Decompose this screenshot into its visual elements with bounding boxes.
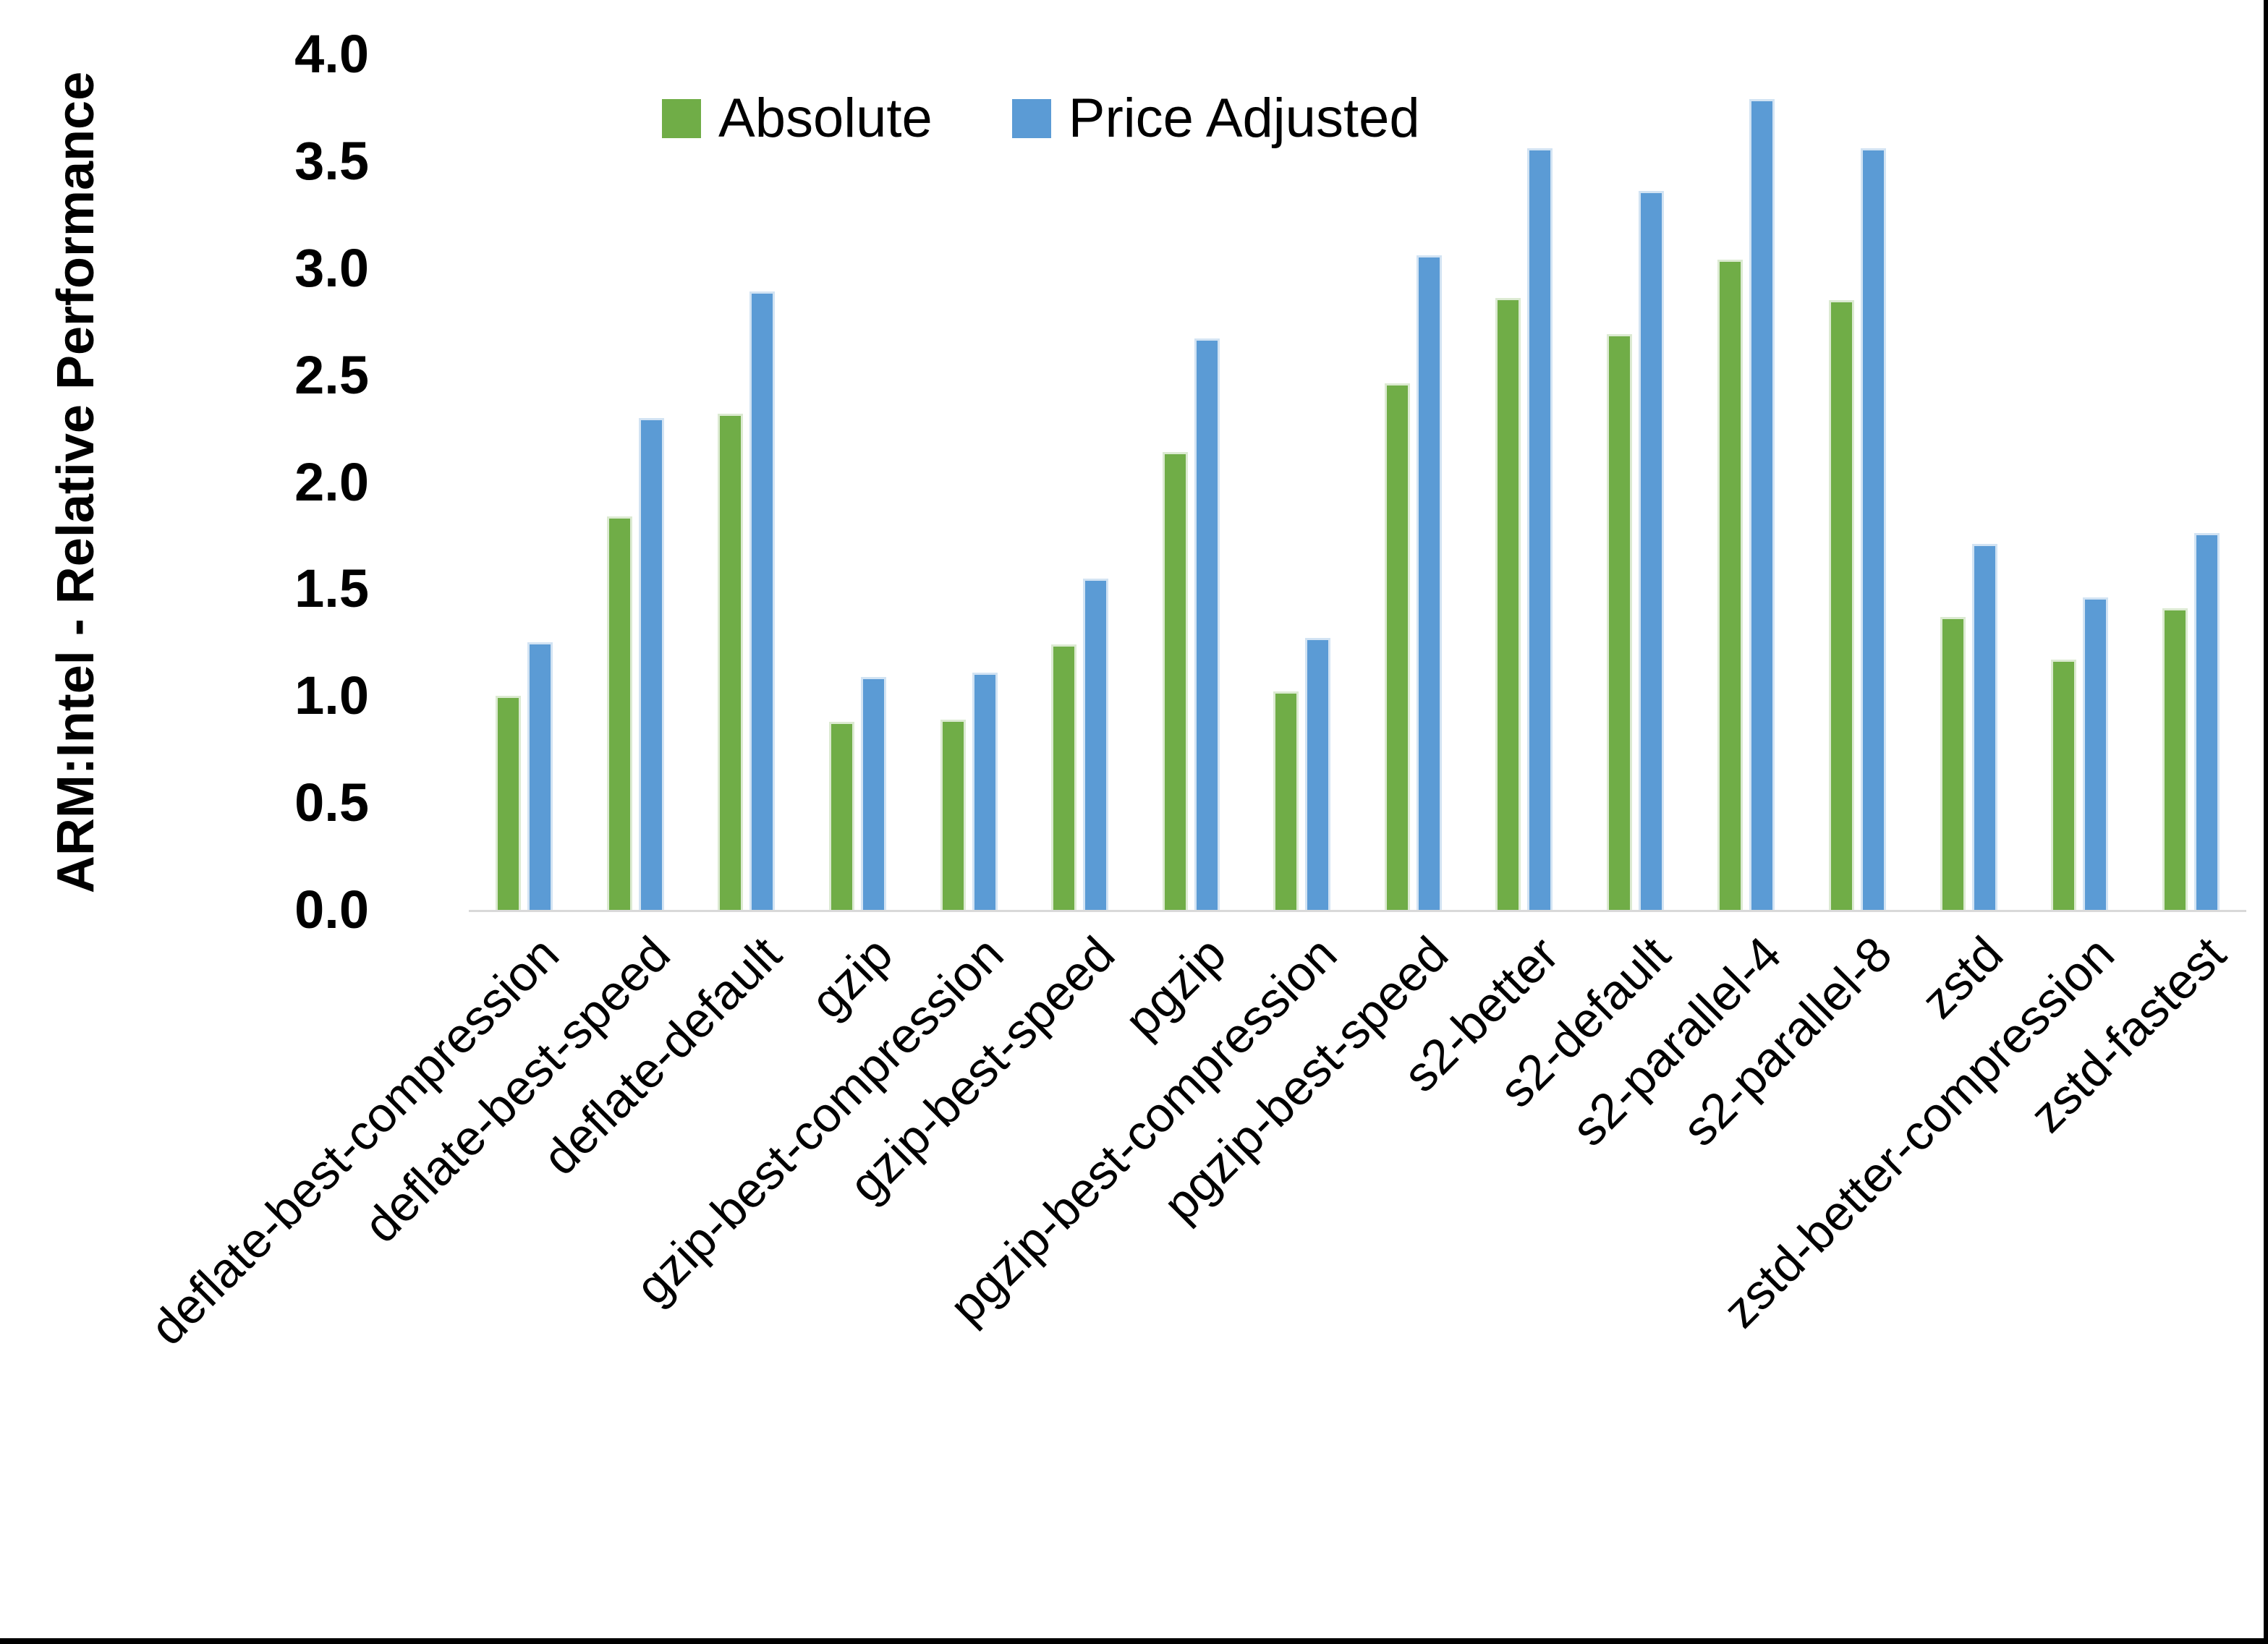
bar-group (691, 54, 802, 910)
bar-group (580, 54, 692, 910)
bar-price-adjusted (1638, 191, 1664, 910)
bar-absolute (1162, 452, 1188, 910)
bar-price-adjusted (1083, 578, 1109, 910)
bar-price-adjusted (638, 417, 664, 910)
bar-group (469, 54, 580, 910)
bar-price-adjusted (1749, 99, 1775, 910)
bar-absolute (2162, 608, 2188, 910)
y-axis-title: ARM:Intel - Relative Performance (47, 71, 105, 894)
bar-absolute (940, 719, 966, 910)
plot-area (469, 54, 2246, 912)
legend-item: Price Adjusted (1011, 87, 1420, 150)
bar-absolute (1940, 616, 1966, 910)
bar-group (1802, 54, 1914, 910)
bar-group (1135, 54, 1246, 910)
y-tick-label: 3.0 (294, 237, 369, 298)
bar-price-adjusted (1305, 638, 1331, 910)
legend-swatch-icon (1011, 98, 1051, 138)
figure-right-border (2264, 0, 2268, 1644)
bar-group (1024, 54, 1136, 910)
y-tick-label: 1.0 (294, 665, 369, 726)
y-tick-label: 4.0 (294, 24, 369, 84)
y-tick-label: 1.5 (294, 558, 369, 619)
bar-absolute (1051, 644, 1077, 910)
bar-price-adjusted (527, 642, 553, 910)
bar-absolute (1829, 300, 1855, 910)
bar-absolute (828, 721, 854, 910)
legend-label: Price Adjusted (1068, 88, 1420, 149)
bar-group (802, 54, 914, 910)
y-tick-label: 3.5 (294, 130, 369, 191)
y-axis-tick-labels: 0.0 0.5 1.0 1.5 2.0 2.5 3.0 3.5 4.0 (203, 25, 383, 939)
bar-price-adjusted (2083, 597, 2109, 910)
bar-absolute (1384, 383, 1410, 910)
bar-groups (469, 54, 2246, 910)
bar-price-adjusted (2193, 533, 2220, 910)
bar-price-adjusted (860, 676, 886, 910)
bar-absolute (606, 516, 632, 910)
bar-price-adjusted (749, 291, 776, 910)
legend-item: Absolute (662, 87, 933, 150)
bar-group (2024, 54, 2136, 910)
y-tick-label: 2.5 (294, 344, 369, 405)
legend-label: Absolute (718, 88, 933, 149)
bar-price-adjusted (1194, 338, 1220, 910)
bar-price-adjusted (1971, 544, 1997, 910)
bar-price-adjusted (1861, 148, 1887, 910)
bar-absolute (2051, 659, 2077, 910)
y-tick-label: 0.0 (294, 880, 369, 940)
bar-group (1469, 54, 1580, 910)
bar-group (1358, 54, 1469, 910)
bar-absolute (1495, 298, 1521, 910)
figure-bottom-border (0, 1638, 2268, 1644)
bar-absolute (1273, 691, 1299, 910)
legend-swatch-icon (662, 98, 701, 138)
bar-absolute (496, 696, 522, 910)
bar-group (913, 54, 1024, 910)
bar-price-adjusted (972, 672, 998, 910)
bar-price-adjusted (1527, 148, 1553, 910)
bar-group (1913, 54, 2024, 910)
bar-group (2135, 54, 2246, 910)
bar-absolute (1606, 334, 1632, 910)
y-tick-label: 0.5 (294, 772, 369, 833)
bar-absolute (1717, 259, 1744, 910)
bar-price-adjusted (1416, 255, 1442, 910)
bar-group (1691, 54, 1802, 910)
bar-group (1246, 54, 1358, 910)
bar-group (1580, 54, 1691, 910)
y-tick-label: 2.0 (294, 451, 369, 512)
bar-absolute (718, 413, 744, 910)
legend: Absolute Price Adjusted (662, 87, 1420, 150)
